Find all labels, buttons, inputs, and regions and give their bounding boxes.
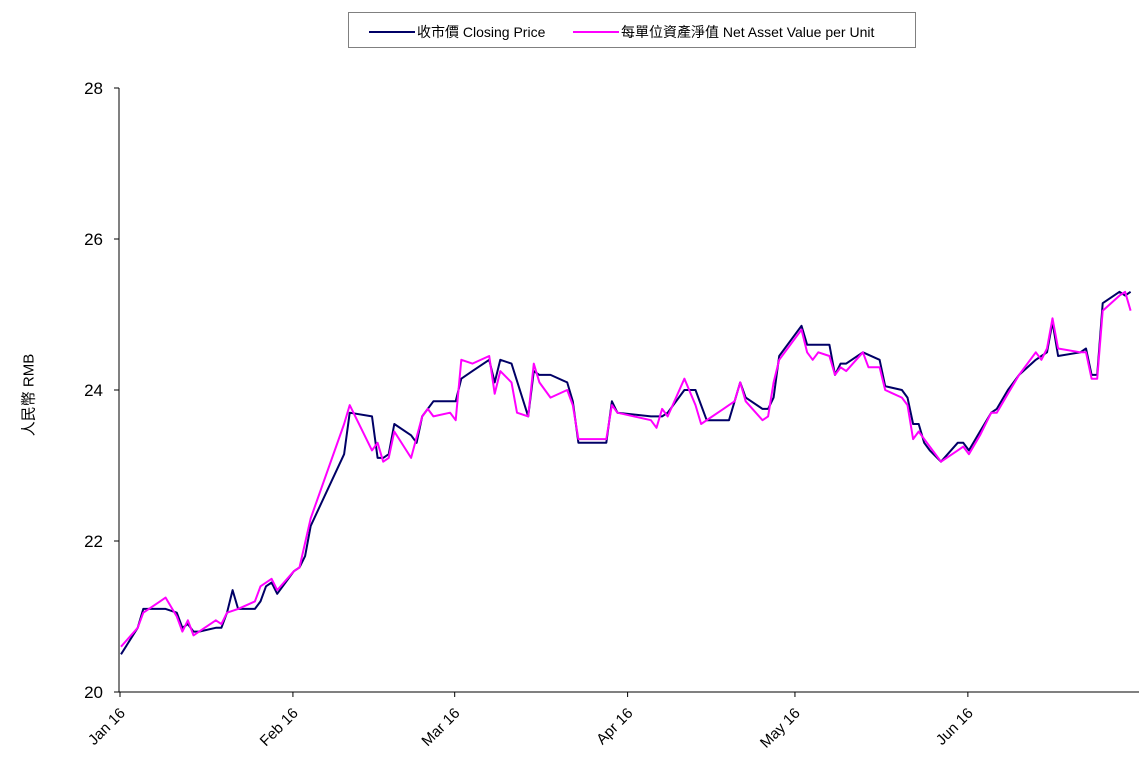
legend-label-nav: 每單位資產淨值 Net Asset Value per Unit: [621, 24, 875, 40]
x-axis-ticks: Jan 16 Feb 16 Mar 16 Apr 16 May 16 Jun 16: [85, 692, 977, 752]
y-tick-label: 26: [84, 230, 103, 249]
x-tick-label: Feb 16: [257, 705, 302, 750]
y-axis-label: 人民幣 RMB: [20, 353, 38, 437]
legend-label-closing-price: 收市價 Closing Price: [417, 24, 546, 40]
legend: 收市價 Closing Price 每單位資產淨值 Net Asset Valu…: [348, 12, 916, 48]
y-tick-label: 24: [84, 381, 103, 400]
axes: [118, 88, 1139, 693]
y-tick-label: 28: [84, 79, 103, 98]
x-tick-label: Jan 16: [85, 705, 129, 749]
x-tick-label: Mar 16: [418, 705, 463, 750]
legend-item-nav: 每單位資產淨值 Net Asset Value per Unit: [573, 22, 874, 42]
y-tick-label: 20: [84, 683, 103, 702]
series-line-nav: [120, 290, 1132, 648]
y-axis-ticks: 20 22 24 26 28: [84, 79, 119, 702]
legend-swatch-closing-price: [369, 31, 415, 33]
x-tick-label: Apr 16: [593, 705, 636, 748]
y-tick-label: 22: [84, 532, 103, 551]
legend-item-closing-price: 收市價 Closing Price: [369, 22, 545, 42]
series-line-closing-price: [120, 290, 1132, 655]
series-layer: [120, 290, 1132, 655]
x-tick-label: May 16: [757, 705, 804, 752]
x-tick-label: Jun 16: [933, 705, 977, 749]
legend-swatch-nav: [573, 31, 619, 33]
